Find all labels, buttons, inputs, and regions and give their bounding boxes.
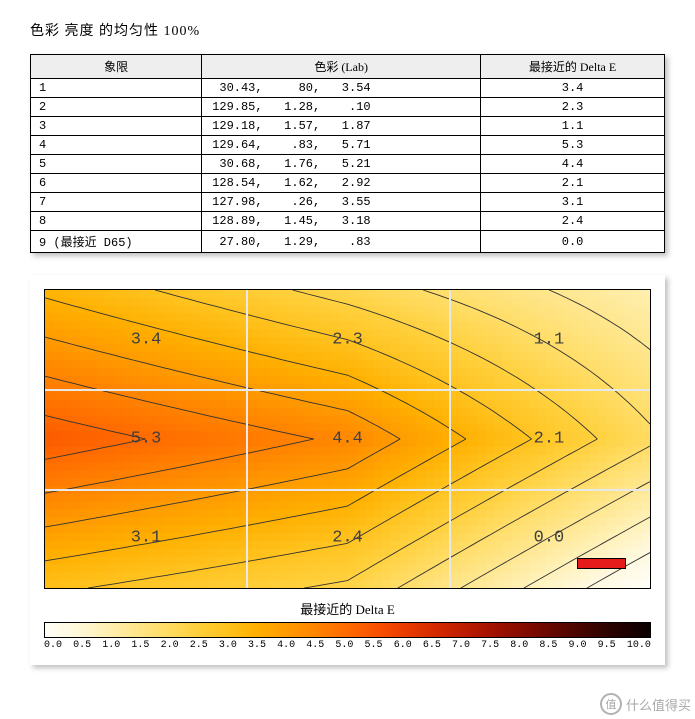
scale-bar xyxy=(44,622,651,638)
scale-tick: 0.0 xyxy=(44,640,62,651)
cell-lab: 127.98, .26, 3.55 xyxy=(202,193,481,212)
cell-quadrant: 2 xyxy=(31,98,202,117)
cell-lab: 30.43, 80, 3.54 xyxy=(202,79,481,98)
scale-tick: 4.5 xyxy=(306,640,324,651)
watermark-text: 什么值得买 xyxy=(626,695,691,714)
scale-tick: 7.5 xyxy=(481,640,499,651)
table-row: 5 30.68, 1.76, 5.214.4 xyxy=(31,155,665,174)
heatmap-panel: 3.4 2.3 1.1 5.3 4.4 2.1 3.1 2.4 0.0 最接近的 Delta E… xyxy=(30,275,665,665)
cell-lab: 27.80, 1.29, .83 xyxy=(202,231,481,253)
heatmap-cell-label: 0.0 xyxy=(534,529,565,548)
heatmap-cell-label: 1.1 xyxy=(534,330,565,349)
heatmap-cell-label: 3.1 xyxy=(131,529,162,548)
cell-quadrant: 5 xyxy=(31,155,202,174)
cell-quadrant: 3 xyxy=(31,117,202,136)
cell-lab: 129.18, 1.57, 1.87 xyxy=(202,117,481,136)
watermark-badge-icon: 值 xyxy=(600,693,622,715)
scale-tick: 2.0 xyxy=(161,640,179,651)
cell-lab: 129.85, 1.28, .10 xyxy=(202,98,481,117)
cell-quadrant: 1 xyxy=(31,79,202,98)
heatmap-cell-label: 3.4 xyxy=(131,330,162,349)
cell-deltae: 5.3 xyxy=(481,136,665,155)
cell-deltae: 2.4 xyxy=(481,212,665,231)
scale-tick: 9.5 xyxy=(598,640,616,651)
cell-deltae: 2.1 xyxy=(481,174,665,193)
table-row: 7127.98, .26, 3.553.1 xyxy=(31,193,665,212)
cell-lab: 128.54, 1.62, 2.92 xyxy=(202,174,481,193)
cell-deltae: 1.1 xyxy=(481,117,665,136)
scale-tick: 4.0 xyxy=(277,640,295,651)
watermark: 值 什么值得买 xyxy=(600,693,691,715)
scale-tick: 10.0 xyxy=(627,640,651,651)
table-row: 4129.64, .83, 5.715.3 xyxy=(31,136,665,155)
page-title: 色彩 亮度 的均匀性 100% xyxy=(30,20,665,40)
cell-quadrant: 6 xyxy=(31,174,202,193)
table-row: 3129.18, 1.57, 1.871.1 xyxy=(31,117,665,136)
table-row: 6128.54, 1.62, 2.922.1 xyxy=(31,174,665,193)
uniformity-table: 象限 色彩 (Lab) 最接近的 Delta E 1 30.43, 80, 3.… xyxy=(30,54,665,253)
scale-ticks: 0.0 0.5 1.0 1.5 2.0 2.5 3.0 3.5 4.0 4.5 5.0 5.5 6.0 6… xyxy=(44,640,651,651)
table-row: 9 (最接近 D65) 27.80, 1.29, .830.0 xyxy=(31,231,665,253)
cell-quadrant: 7 xyxy=(31,193,202,212)
cell-lab: 30.68, 1.76, 5.21 xyxy=(202,155,481,174)
table-row: 2129.85, 1.28, .102.3 xyxy=(31,98,665,117)
table-row: 8128.89, 1.45, 3.182.4 xyxy=(31,212,665,231)
cell-deltae: 3.4 xyxy=(481,79,665,98)
scale-tick: 7.0 xyxy=(452,640,470,651)
cell-lab: 128.89, 1.45, 3.18 xyxy=(202,212,481,231)
col-quadrant: 象限 xyxy=(31,55,202,79)
cell-deltae: 2.3 xyxy=(481,98,665,117)
heatmap-marker xyxy=(577,558,625,568)
cell-deltae: 0.0 xyxy=(481,231,665,253)
scale-tick: 3.0 xyxy=(219,640,237,651)
cell-quadrant: 4 xyxy=(31,136,202,155)
uniformity-table-container: 象限 色彩 (Lab) 最接近的 Delta E 1 30.43, 80, 3.… xyxy=(30,54,665,253)
table-body: 1 30.43, 80, 3.543.42129.85, 1.28, .102.… xyxy=(31,79,665,253)
heatmap-cell-label: 4.4 xyxy=(332,430,363,449)
heatmap: 3.4 2.3 1.1 5.3 4.4 2.1 3.1 2.4 0.0 xyxy=(44,289,651,589)
heatmap-cell-label: 5.3 xyxy=(131,430,162,449)
col-deltae: 最接近的 Delta E xyxy=(481,55,665,79)
heatmap-cell-label: 2.4 xyxy=(332,529,363,548)
scale-tick: 1.0 xyxy=(102,640,120,651)
scale-tick: 0.5 xyxy=(73,640,91,651)
cell-quadrant: 9 (最接近 D65) xyxy=(31,231,202,253)
heatmap-cell-label: 2.1 xyxy=(534,430,565,449)
cell-quadrant: 8 xyxy=(31,212,202,231)
table-header-row: 象限 色彩 (Lab) 最接近的 Delta E xyxy=(31,55,665,79)
cell-deltae: 3.1 xyxy=(481,193,665,212)
scale-tick: 5.5 xyxy=(365,640,383,651)
cell-deltae: 4.4 xyxy=(481,155,665,174)
scale-tick: 3.5 xyxy=(248,640,266,651)
col-lab: 色彩 (Lab) xyxy=(202,55,481,79)
color-scale: 0.0 0.5 1.0 1.5 2.0 2.5 3.0 3.5 4.0 4.5 5.0 5.5 6.0 6… xyxy=(44,622,651,651)
heatmap-cell-label: 2.3 xyxy=(332,330,363,349)
scale-tick: 9.0 xyxy=(569,640,587,651)
legend-title: 最接近的 Delta E xyxy=(44,599,651,618)
scale-tick: 6.0 xyxy=(394,640,412,651)
table-row: 1 30.43, 80, 3.543.4 xyxy=(31,79,665,98)
cell-lab: 129.64, .83, 5.71 xyxy=(202,136,481,155)
scale-tick: 6.5 xyxy=(423,640,441,651)
scale-tick: 8.5 xyxy=(539,640,557,651)
scale-tick: 8.0 xyxy=(510,640,528,651)
scale-tick: 1.5 xyxy=(131,640,149,651)
scale-tick: 5.0 xyxy=(335,640,353,651)
scale-tick: 2.5 xyxy=(190,640,208,651)
